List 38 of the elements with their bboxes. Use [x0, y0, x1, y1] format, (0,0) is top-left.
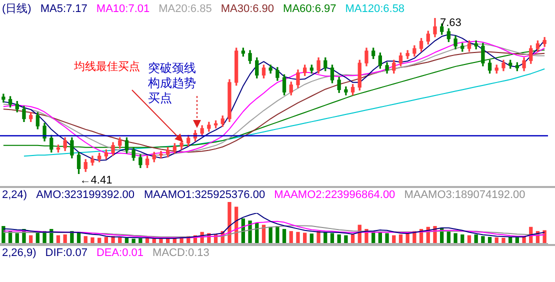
chart-title: 2,24) — [2, 189, 28, 201]
text: MA5:7.17 — [40, 3, 88, 15]
text: 2,26,9) — [2, 247, 36, 259]
bar — [296, 232, 300, 244]
bar — [344, 235, 348, 244]
text: MA20:6.85 — [158, 3, 212, 15]
bar — [132, 238, 136, 244]
bar — [63, 234, 67, 244]
bar — [2, 226, 6, 244]
annotation: 均线最佳买点 — [74, 61, 140, 73]
text: MA60:6.97 — [283, 3, 336, 15]
bar — [276, 226, 280, 244]
bar — [90, 237, 94, 244]
text: MA10:7.01 — [96, 3, 150, 15]
text: MA30:6.90 — [220, 3, 274, 15]
bar — [248, 220, 252, 244]
bar — [228, 202, 232, 244]
bar — [316, 231, 320, 244]
annotation: 7.63 — [440, 17, 462, 30]
chart-title: (日线) — [2, 3, 32, 15]
bar — [337, 234, 341, 244]
text: MA120:6.58 — [345, 3, 405, 15]
text: DEA:0.01 — [96, 247, 144, 259]
bar — [542, 230, 546, 244]
text: ←4.41 — [80, 174, 112, 187]
bar — [474, 234, 478, 244]
annotation: 突破颈线构成趋势买点 — [148, 61, 197, 106]
series-label: MAAMO2:223996864.00 — [274, 189, 396, 201]
text: DIF:0.07 — [45, 247, 88, 259]
bar — [481, 236, 485, 244]
bar — [406, 234, 410, 244]
bar — [385, 233, 389, 244]
bar — [454, 233, 458, 244]
series-label: MAAMO1:325925376.00 — [144, 189, 266, 201]
text: MAAMO3:189074192.00 — [404, 189, 526, 201]
text: AMO:323199392.00 — [36, 189, 135, 201]
text: MACD:0.13 — [152, 247, 210, 259]
bar — [268, 226, 272, 244]
